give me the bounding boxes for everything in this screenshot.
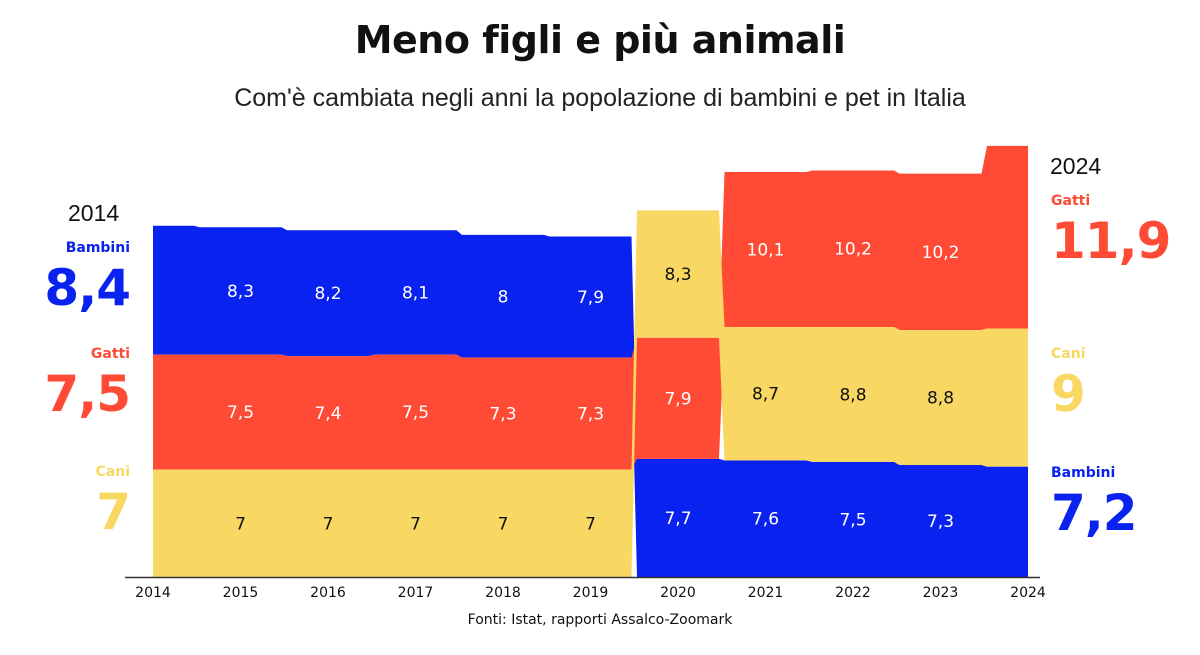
x-tick-label-2014: 2014 bbox=[135, 585, 171, 601]
right-value-cani: 9 bbox=[1051, 365, 1086, 423]
series-area-cani bbox=[153, 210, 1028, 577]
data-label-bambini-2015: 8,3 bbox=[227, 282, 254, 302]
left-value-cani: 7 bbox=[96, 483, 131, 541]
x-tick-label-2021: 2021 bbox=[748, 585, 784, 601]
data-label-cani-2017: 7 bbox=[410, 514, 421, 534]
x-tick-label-2016: 2016 bbox=[310, 585, 346, 601]
left-name-bambini: Bambini bbox=[65, 240, 130, 256]
x-tick-label-2015: 2015 bbox=[223, 585, 259, 601]
data-label-bambini-2016: 8,2 bbox=[314, 284, 341, 304]
data-label-cani-2015: 7 bbox=[235, 514, 246, 534]
x-tick-label-2018: 2018 bbox=[485, 585, 521, 601]
x-tick-label-2020: 2020 bbox=[660, 585, 696, 601]
x-tick-label-2023: 2023 bbox=[923, 585, 959, 601]
data-label-gatti-2020: 7,9 bbox=[664, 389, 691, 409]
left-value-gatti: 7,5 bbox=[44, 365, 131, 423]
data-label-gatti-2019: 7,3 bbox=[577, 405, 604, 425]
data-label-bambini-2020: 7,7 bbox=[664, 509, 691, 529]
data-label-bambini-2023: 7,3 bbox=[927, 512, 954, 532]
data-label-gatti-2023: 10,2 bbox=[922, 243, 960, 263]
data-label-bambini-2018: 8 bbox=[498, 287, 509, 307]
data-label-gatti-2021: 10,1 bbox=[747, 240, 785, 260]
right-name-bambini: Bambini bbox=[1051, 465, 1116, 481]
chart-title: Meno figli e più animali bbox=[354, 18, 846, 62]
left-name-gatti: Gatti bbox=[90, 346, 130, 362]
data-label-bambini-2019: 7,9 bbox=[577, 288, 604, 308]
x-tick-label-2017: 2017 bbox=[398, 585, 434, 601]
right-name-gatti: Gatti bbox=[1051, 193, 1091, 209]
data-label-bambini-2022: 7,5 bbox=[839, 510, 866, 530]
x-tick-label-2024: 2024 bbox=[1010, 585, 1046, 601]
data-label-cani-2023: 8,8 bbox=[927, 389, 954, 409]
data-label-gatti-2016: 7,4 bbox=[314, 404, 341, 424]
data-label-gatti-2017: 7,5 bbox=[402, 403, 429, 423]
right-name-cani: Cani bbox=[1051, 346, 1086, 362]
left-name-cani: Cani bbox=[95, 464, 131, 480]
chart-subtitle: Com'è cambiata negli anni la popolazione… bbox=[234, 84, 966, 112]
data-label-cani-2022: 8,8 bbox=[839, 385, 866, 405]
left-value-bambini: 8,4 bbox=[44, 259, 131, 317]
right-value-bambini: 7,2 bbox=[1051, 484, 1138, 542]
data-label-gatti-2022: 10,2 bbox=[834, 240, 872, 260]
data-label-cani-2020: 8,3 bbox=[664, 265, 691, 285]
data-label-cani-2016: 7 bbox=[323, 514, 334, 534]
right-value-gatti: 11,9 bbox=[1051, 212, 1171, 270]
start-year-label: 2014 bbox=[68, 200, 120, 226]
series-area-gatti bbox=[153, 145, 1028, 470]
data-label-bambini-2017: 8,1 bbox=[402, 283, 429, 303]
data-label-cani-2019: 7 bbox=[585, 514, 596, 534]
data-label-gatti-2018: 7,3 bbox=[489, 405, 516, 425]
data-label-bambini-2021: 7,6 bbox=[752, 510, 779, 530]
x-tick-label-2022: 2022 bbox=[835, 585, 871, 601]
series-area-bambini bbox=[153, 225, 1028, 577]
data-label-cani-2021: 8,7 bbox=[752, 385, 779, 405]
x-tick-label-2019: 2019 bbox=[573, 585, 609, 601]
source-note: Fonti: Istat, rapporti Assalco-Zoomark bbox=[467, 612, 733, 628]
data-label-cani-2018: 7 bbox=[498, 514, 509, 534]
data-label-gatti-2015: 7,5 bbox=[227, 403, 254, 423]
end-year-label: 2024 bbox=[1050, 153, 1102, 179]
